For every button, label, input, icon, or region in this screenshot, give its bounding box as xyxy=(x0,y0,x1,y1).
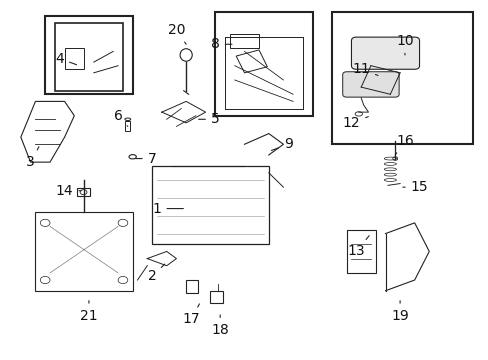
Bar xyxy=(331,12,472,144)
Bar xyxy=(77,188,90,196)
FancyBboxPatch shape xyxy=(351,37,419,69)
Text: 9: 9 xyxy=(271,137,292,151)
Text: 17: 17 xyxy=(182,304,200,326)
Text: 10: 10 xyxy=(395,34,413,55)
Text: 8: 8 xyxy=(210,37,231,51)
Bar xyxy=(229,33,259,48)
Text: 14: 14 xyxy=(56,184,81,198)
Bar xyxy=(125,121,130,131)
Text: 2: 2 xyxy=(147,264,164,283)
Text: 1: 1 xyxy=(152,202,183,216)
Text: 13: 13 xyxy=(347,236,368,258)
Text: 4: 4 xyxy=(55,51,77,66)
Bar xyxy=(346,230,375,273)
Bar xyxy=(215,12,312,116)
Text: 5: 5 xyxy=(198,112,219,126)
FancyBboxPatch shape xyxy=(342,72,398,97)
Text: 15: 15 xyxy=(402,180,427,194)
Text: 21: 21 xyxy=(80,301,98,323)
Text: 18: 18 xyxy=(211,315,228,337)
Bar xyxy=(210,291,222,303)
Bar xyxy=(35,212,132,291)
Text: 7: 7 xyxy=(135,152,156,166)
Text: 20: 20 xyxy=(167,23,186,44)
Text: 16: 16 xyxy=(394,134,413,155)
Text: 19: 19 xyxy=(390,301,408,323)
Bar xyxy=(236,50,267,73)
Bar xyxy=(45,16,132,94)
Bar xyxy=(64,48,84,69)
Text: 3: 3 xyxy=(26,147,39,169)
Bar xyxy=(55,23,122,91)
Text: 11: 11 xyxy=(351,62,377,76)
Bar xyxy=(186,280,198,293)
Bar xyxy=(152,166,268,244)
Text: 6: 6 xyxy=(113,109,127,126)
Text: 12: 12 xyxy=(342,116,367,130)
